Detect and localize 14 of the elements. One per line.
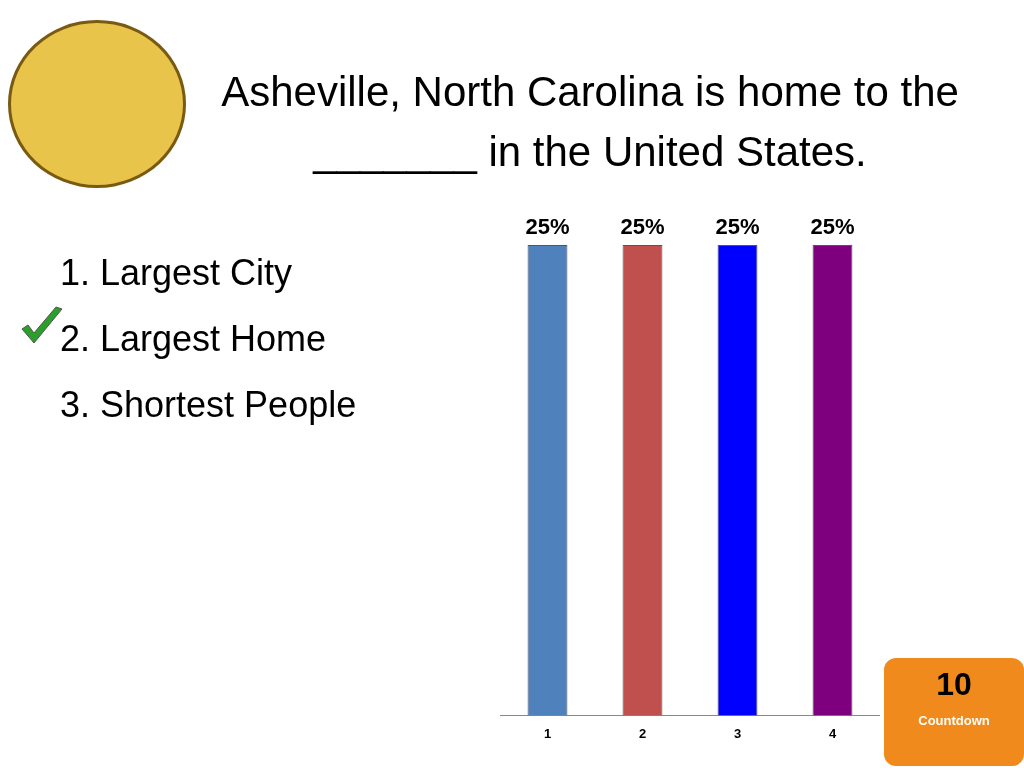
text: 2. Largest Home	[60, 317, 328, 361]
x-tick-label: 2	[638, 725, 647, 741]
text: 3. Shortest People	[60, 383, 357, 427]
data-label: 25%	[525, 214, 570, 240]
data-label: 25%	[620, 214, 665, 240]
data-label: 25%	[715, 214, 760, 240]
chart-title: Asheville, North Carolina is home to the _______ in the United States.	[220, 67, 960, 177]
text: 10	[935, 666, 973, 703]
data-label: 25%	[810, 214, 855, 240]
text: Countdown	[917, 713, 991, 728]
text: 1. Largest City	[60, 251, 294, 295]
x-tick-label: 3	[733, 725, 742, 741]
x-tick-label: 4	[828, 725, 837, 741]
x-tick-label: 1	[543, 725, 552, 741]
